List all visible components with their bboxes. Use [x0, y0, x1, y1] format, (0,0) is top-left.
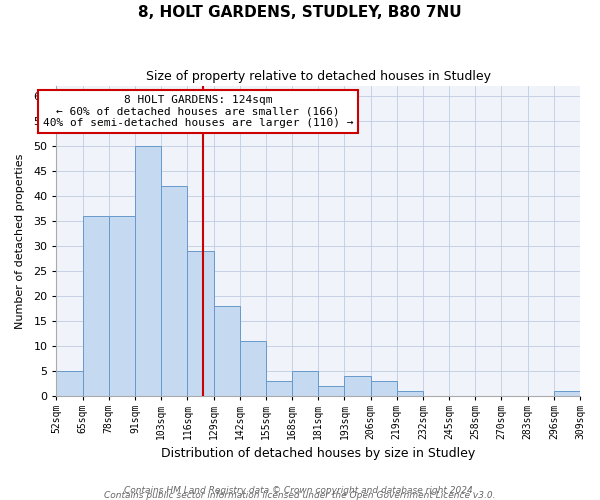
Bar — [135, 146, 161, 396]
Bar — [397, 392, 423, 396]
Bar — [83, 216, 109, 396]
Y-axis label: Number of detached properties: Number of detached properties — [15, 154, 25, 328]
Bar — [187, 251, 214, 396]
Bar — [292, 372, 318, 396]
Text: 8 HOLT GARDENS: 124sqm
← 60% of detached houses are smaller (166)
40% of semi-de: 8 HOLT GARDENS: 124sqm ← 60% of detached… — [43, 95, 353, 128]
Bar — [214, 306, 240, 396]
Bar — [371, 382, 397, 396]
Bar — [266, 382, 292, 396]
Bar — [161, 186, 187, 396]
Bar — [318, 386, 344, 396]
Text: Contains HM Land Registry data © Crown copyright and database right 2024.: Contains HM Land Registry data © Crown c… — [124, 486, 476, 495]
Bar — [344, 376, 371, 396]
Bar — [109, 216, 135, 396]
Text: 8, HOLT GARDENS, STUDLEY, B80 7NU: 8, HOLT GARDENS, STUDLEY, B80 7NU — [138, 5, 462, 20]
Bar — [240, 342, 266, 396]
Bar — [56, 372, 83, 396]
X-axis label: Distribution of detached houses by size in Studley: Distribution of detached houses by size … — [161, 447, 475, 460]
Title: Size of property relative to detached houses in Studley: Size of property relative to detached ho… — [146, 70, 491, 83]
Bar — [554, 392, 580, 396]
Text: Contains public sector information licensed under the Open Government Licence v3: Contains public sector information licen… — [104, 491, 496, 500]
